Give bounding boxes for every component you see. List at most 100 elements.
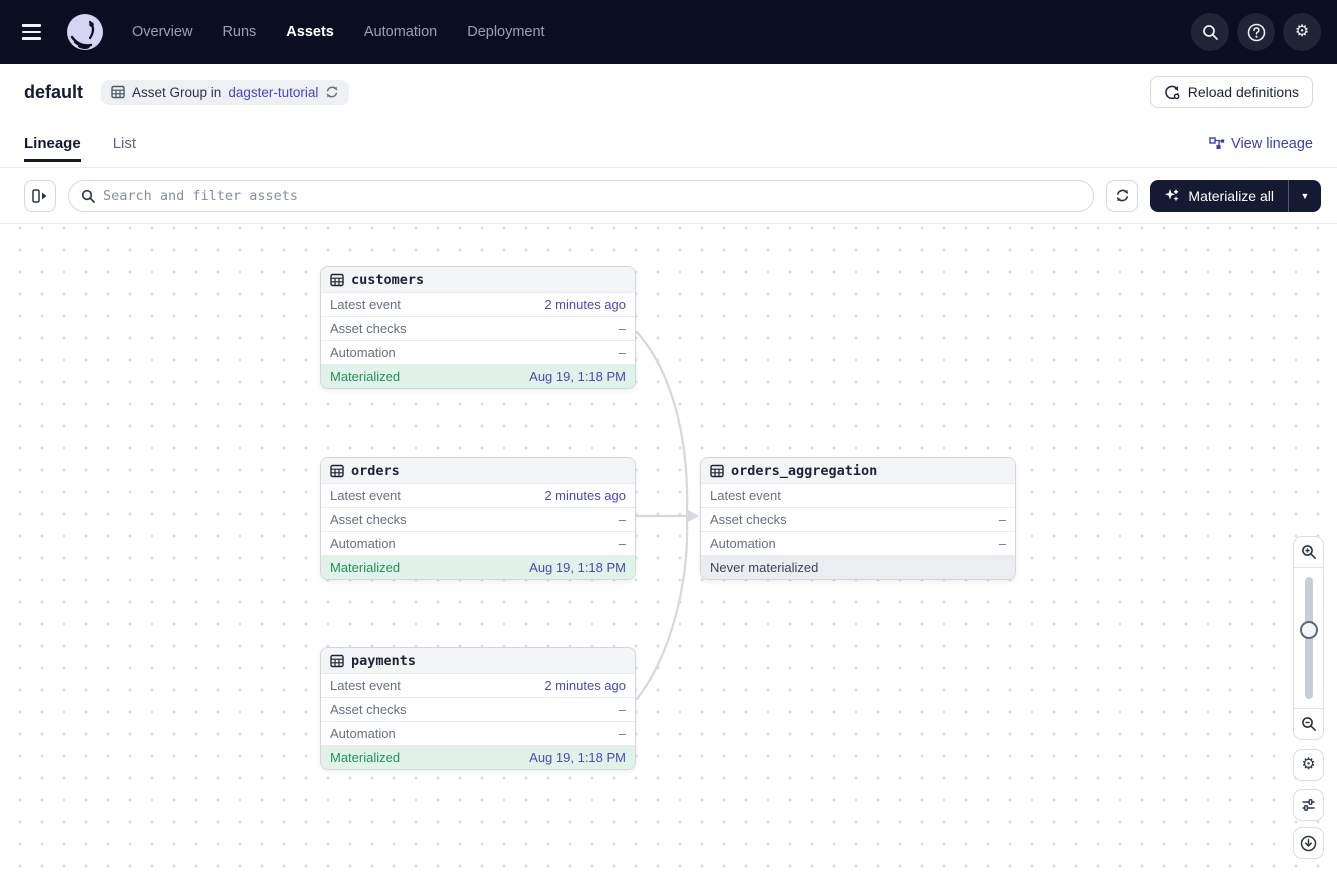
materialize-all-label: Materialize all — [1188, 187, 1274, 204]
asset-search — [68, 179, 1095, 212]
tabs-bar: Lineage List View lineage — [0, 120, 1337, 168]
latest-event-link[interactable]: 2 minutes ago — [544, 678, 626, 693]
collapse-panel-button[interactable] — [24, 179, 56, 212]
row-latest-event: Latest event 2 minutes ago — [321, 673, 635, 697]
row-asset-checks: Asset checks – — [321, 316, 635, 340]
graph-toolbar: Materialize all ▼ — [0, 168, 1337, 224]
tab-list[interactable]: List — [112, 135, 137, 152]
asset-node-header[interactable]: customers — [321, 267, 635, 292]
latest-event-link[interactable]: 2 minutes ago — [544, 297, 626, 312]
table-icon — [330, 464, 344, 477]
graph-filters-button[interactable] — [1293, 789, 1324, 821]
lineage-edges — [635, 330, 699, 701]
refresh-icon — [1116, 189, 1129, 202]
dagster-logo[interactable] — [66, 13, 104, 51]
graph-settings-button[interactable]: ⚙ — [1293, 749, 1324, 781]
row-automation: Automation – — [321, 531, 635, 555]
row-automation: Automation – — [321, 721, 635, 745]
menu-hamburger-icon[interactable] — [22, 18, 50, 46]
zoom-in-button[interactable] — [1294, 537, 1323, 567]
row-status: Materialized Aug 19, 1:18 PM — [321, 364, 635, 388]
lineage-canvas[interactable]: customers Latest event 2 minutes ago Ass… — [0, 224, 1337, 872]
latest-event-link[interactable]: 2 minutes ago — [544, 488, 626, 503]
settings-gear-icon: ⚙ — [1294, 23, 1310, 40]
row-latest-event: Latest event 2 minutes ago — [321, 292, 635, 316]
asset-node-header[interactable]: payments — [321, 648, 635, 673]
lineage-graph-icon — [1209, 136, 1225, 149]
divider — [1294, 708, 1323, 709]
user-settings-button[interactable]: ⚙ — [1283, 13, 1321, 51]
nav-item-assets[interactable]: Assets — [286, 24, 334, 40]
asset-node-payments[interactable]: payments Latest event 2 minutes ago Asse… — [320, 647, 636, 770]
asset-node-header[interactable]: orders_aggregation — [701, 458, 1015, 483]
zoom-out-icon — [1301, 717, 1316, 731]
settings-gear-icon: ⚙ — [1301, 756, 1316, 773]
recenter-icon — [1300, 835, 1317, 851]
asset-node-orders[interactable]: orders Latest event 2 minutes ago Asset … — [320, 457, 636, 580]
zoom-slider-thumb[interactable] — [1299, 621, 1318, 639]
materialization-timestamp-link[interactable]: Aug 19, 1:18 PM — [529, 560, 626, 575]
reload-definitions-label: Reload definitions — [1187, 84, 1299, 100]
asset-node-header[interactable]: orders — [321, 458, 635, 483]
view-lineage-link[interactable]: View lineage — [1209, 136, 1313, 152]
reload-definitions-button[interactable]: Reload definitions — [1149, 76, 1313, 108]
reload-icon — [1164, 85, 1180, 100]
nav-item-overview[interactable]: Overview — [132, 24, 193, 40]
row-automation: Automation – — [321, 340, 635, 364]
search-input[interactable] — [103, 187, 1082, 204]
row-latest-event: Latest event — [701, 483, 1015, 507]
asset-node-orders-aggregation[interactable]: orders_aggregation Latest event Asset ch… — [700, 457, 1016, 580]
row-asset-checks: Asset checks – — [321, 507, 635, 531]
zoom-slider — [1294, 568, 1323, 708]
table-icon — [710, 464, 724, 477]
caret-down-icon: ▼ — [1300, 190, 1310, 201]
zoom-control — [1293, 536, 1324, 740]
materialize-dropdown-button[interactable]: ▼ — [1288, 179, 1321, 212]
asset-node-customers[interactable]: customers Latest event 2 minutes ago Ass… — [320, 266, 636, 389]
asset-name: customers — [351, 271, 425, 288]
primary-nav: Overview Runs Assets Automation Deployme… — [132, 24, 545, 40]
table-icon — [330, 273, 344, 286]
row-status: Never materialized — [701, 555, 1015, 579]
page-title: default — [24, 81, 84, 102]
help-icon — [1247, 23, 1265, 41]
edge-arrowhead — [686, 509, 699, 523]
asset-name: orders_aggregation — [731, 462, 878, 479]
sync-icon[interactable] — [325, 85, 339, 99]
nav-actions: ⚙ — [1191, 13, 1321, 51]
row-asset-checks: Asset checks – — [701, 507, 1015, 531]
recenter-view-button[interactable] — [1293, 827, 1324, 859]
row-latest-event: Latest event 2 minutes ago — [321, 483, 635, 507]
refresh-button[interactable] — [1106, 179, 1139, 212]
zoom-in-icon — [1301, 545, 1316, 559]
nav-item-runs[interactable]: Runs — [222, 24, 257, 40]
nav-item-automation[interactable]: Automation — [363, 24, 438, 40]
top-nav: Overview Runs Assets Automation Deployme… — [0, 0, 1337, 64]
search-icon — [81, 189, 95, 203]
search-icon — [1202, 24, 1218, 40]
divider — [1294, 567, 1323, 568]
nav-item-deployment[interactable]: Deployment — [467, 24, 545, 40]
status-badge: Materialized — [330, 369, 401, 384]
search-button[interactable] — [1191, 13, 1229, 51]
collapse-panel-icon — [32, 188, 47, 203]
status-badge: Materialized — [330, 560, 401, 575]
materialization-timestamp-link[interactable]: Aug 19, 1:18 PM — [529, 369, 626, 384]
asset-name: orders — [351, 462, 400, 479]
repo-link[interactable]: dagster-tutorial — [228, 84, 319, 100]
filters-icon — [1302, 799, 1315, 811]
badge-prefix: Asset Group in — [132, 84, 222, 100]
help-button[interactable] — [1237, 13, 1275, 51]
sparkle-icon — [1165, 188, 1180, 201]
zoom-out-button[interactable] — [1294, 709, 1323, 739]
materialization-timestamp-link[interactable]: Aug 19, 1:18 PM — [529, 750, 626, 765]
materialize-all-split-button: Materialize all ▼ — [1150, 179, 1321, 212]
status-badge: Never materialized — [710, 560, 819, 575]
row-status: Materialized Aug 19, 1:18 PM — [321, 745, 635, 769]
row-automation: Automation – — [701, 531, 1015, 555]
materialize-all-button[interactable]: Materialize all — [1150, 180, 1288, 212]
tab-lineage[interactable]: Lineage — [24, 120, 81, 167]
asset-group-badge: Asset Group in dagster-tutorial — [101, 79, 350, 105]
status-badge: Materialized — [330, 750, 401, 765]
row-status: Materialized Aug 19, 1:18 PM — [321, 555, 635, 579]
